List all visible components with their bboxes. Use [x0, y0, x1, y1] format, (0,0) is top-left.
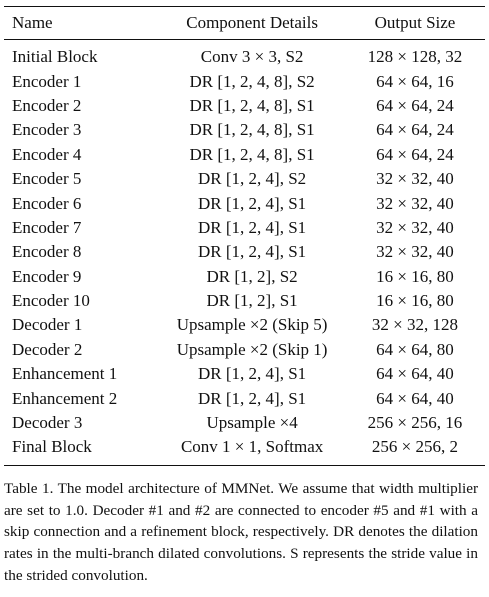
cell-output-size: 16 × 16, 80 [376, 291, 454, 311]
header-output-size: Output Size [344, 6, 485, 40]
cell-output-size: 32 × 32, 40 [376, 242, 454, 262]
table-row: Encoder 4 DR [1, 2, 4, 8], S1 64 × 64, 24 [4, 143, 485, 167]
cell-component-details: Conv 3 × 3, S2 [200, 47, 304, 67]
cell-output-size: 64 × 64, 40 [376, 364, 454, 384]
cell-output-size: 64 × 64, 16 [376, 71, 454, 91]
cell-name: Encoder 3 [12, 120, 82, 140]
table-row: Decoder 2 Upsample ×2 (Skip 1) 64 × 64, 80 [4, 338, 485, 362]
cell-component-details: DR [1, 2, 4], S1 [198, 388, 307, 408]
cell-component-details: DR [1, 2], S1 [206, 291, 298, 311]
cell-component-details: DR [1, 2, 4], S1 [198, 364, 307, 384]
cell-output-size: 64 × 64, 24 [376, 120, 454, 140]
cell-name: Encoder 5 [12, 169, 82, 189]
table-row: Encoder 9 DR [1, 2], S2 16 × 16, 80 [4, 265, 485, 289]
cell-name: Enhancement 2 [12, 388, 118, 408]
cell-name: Encoder 9 [12, 266, 82, 286]
table-row: Encoder 6 DR [1, 2, 4], S1 32 × 32, 40 [4, 191, 485, 215]
table-row: Enhancement 2 DR [1, 2, 4], S1 64 × 64, 40 [4, 386, 485, 410]
cell-component-details: DR [1, 2, 4, 8], S1 [189, 95, 315, 115]
table-row: Initial Block Conv 3 × 3, S2 128 × 128, 32 [4, 40, 485, 70]
cell-name: Initial Block [12, 47, 98, 67]
cell-name: Decoder 1 [12, 315, 83, 335]
table-row: Decoder 1 Upsample ×2 (Skip 5) 32 × 32, 12… [4, 313, 485, 337]
cell-name: Encoder 8 [12, 242, 82, 262]
cell-name: Decoder 3 [12, 413, 83, 433]
cell-component-details: DR [1, 2, 4], S1 [198, 242, 307, 262]
cell-component-details: DR [1, 2], S2 [206, 266, 298, 286]
table-row: Enhancement 1 DR [1, 2, 4], S1 64 × 64, 40 [4, 362, 485, 386]
table-row: Decoder 3 Upsample ×4 256 × 256, 16 [4, 411, 485, 435]
cell-component-details: Upsample ×4 [206, 413, 298, 433]
table-row: Encoder 3 DR [1, 2, 4, 8], S1 64 × 64, 24 [4, 118, 485, 142]
cell-component-details: DR [1, 2, 4, 8], S1 [189, 120, 315, 140]
header-row: Name Component Details Output Size [4, 6, 485, 40]
cell-output-size: 128 × 128, 32 [367, 47, 463, 67]
cell-output-size: 256 × 256, 16 [367, 413, 463, 433]
cell-component-details: Upsample ×2 (Skip 5) [176, 315, 328, 335]
cell-output-size: 16 × 16, 80 [376, 266, 454, 286]
cell-component-details: DR [1, 2, 4], S1 [198, 193, 307, 213]
table-row: Encoder 2 DR [1, 2, 4, 8], S1 64 × 64, 24 [4, 94, 485, 118]
cell-output-size: 64 × 64, 40 [376, 388, 454, 408]
cell-name: Encoder 6 [12, 193, 82, 213]
table-row: Encoder 7 DR [1, 2, 4], S1 32 × 32, 40 [4, 216, 485, 240]
cell-name: Decoder 2 [12, 339, 83, 359]
cell-output-size: 64 × 64, 24 [376, 95, 454, 115]
cell-component-details: DR [1, 2, 4], S1 [198, 217, 307, 237]
table-row: Final Block Conv 1 × 1, Softmax 256 × 256,… [4, 435, 485, 466]
table-row: Encoder 10 DR [1, 2], S1 16 × 16, 80 [4, 289, 485, 313]
cell-name: Encoder 1 [12, 71, 82, 91]
cell-output-size: 32 × 32, 40 [376, 169, 454, 189]
table-body: Initial Block Conv 3 × 3, S2 128 × 128, 32… [4, 40, 485, 466]
cell-output-size: 32 × 32, 40 [376, 193, 454, 213]
cell-component-details: DR [1, 2, 4, 8], S1 [189, 144, 315, 164]
cell-name: Encoder 2 [12, 95, 82, 115]
header-component-details: Component Details [159, 6, 345, 40]
header-name: Name [4, 6, 160, 40]
cell-component-details: DR [1, 2, 4, 8], S2 [189, 71, 315, 91]
architecture-table: Name Component Details Output Size Initi… [4, 6, 485, 466]
cell-output-size: 256 × 256, 2 [344, 435, 485, 466]
table-caption: Table 1. The model architecture of MMNet… [4, 480, 478, 584]
cell-output-size: 32 × 32, 40 [376, 217, 454, 237]
table-row: Encoder 8 DR [1, 2, 4], S1 32 × 32, 40 [4, 240, 485, 264]
table-row: Encoder 5 DR [1, 2, 4], S2 32 × 32, 40 [4, 167, 485, 191]
cell-output-size: 32 × 32, 128 [371, 315, 459, 335]
table-row: Encoder 1 DR [1, 2, 4, 8], S2 64 × 64, 16 [4, 69, 485, 93]
architecture-table-container: Name Component Details Output Size Initi… [4, 6, 485, 466]
cell-name: Encoder 10 [12, 291, 90, 311]
cell-output-size: 64 × 64, 24 [376, 144, 454, 164]
cell-name: Enhancement 1 [12, 364, 118, 384]
cell-component-details: DR [1, 2, 4], S2 [198, 169, 307, 189]
cell-output-size: 64 × 64, 80 [376, 339, 454, 359]
cell-component-details: Conv 1 × 1, Softmax [159, 435, 345, 466]
cell-name: Final Block [4, 435, 160, 466]
table-header: Name Component Details Output Size [4, 6, 485, 40]
cell-name: Encoder 7 [12, 217, 82, 237]
cell-component-details: Upsample ×2 (Skip 1) [176, 339, 328, 359]
cell-name: Encoder 4 [12, 144, 82, 164]
